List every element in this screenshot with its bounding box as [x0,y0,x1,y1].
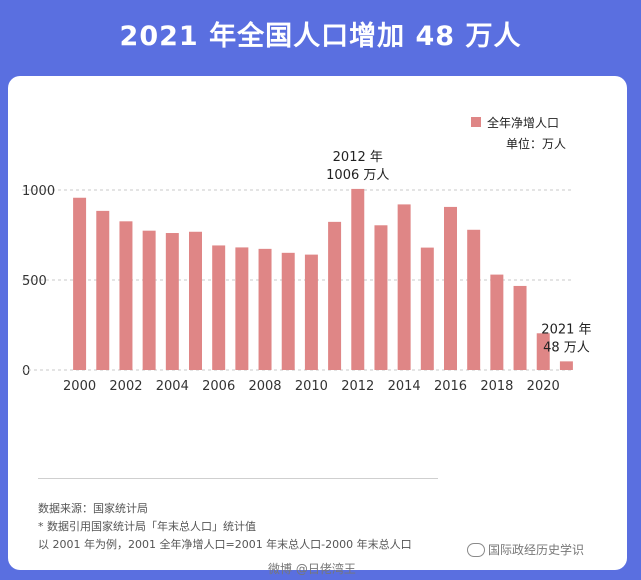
bar [467,229,481,370]
page-title: 2021 年全国人口增加 48 万人 [119,21,522,52]
bar [559,361,573,370]
data-annotation: 1006 万人 [326,168,389,183]
legend-swatch [471,117,481,127]
bar [235,247,249,370]
bar [490,274,504,370]
bar [165,233,179,370]
bar [397,204,411,370]
y-tick-label: 0 [22,364,30,379]
data-annotation: 48 万人 [543,340,590,355]
note-text-2: 以 2001 年为例，2001 全年净增人口=2001 年末总人口-2000 年… [38,538,412,551]
x-tick-label: 2000 [63,379,96,394]
bar [351,188,365,370]
x-tick-label: 2016 [434,379,467,394]
bar [73,197,87,370]
y-tick-label: 500 [22,274,47,289]
x-tick-label: 2010 [295,379,328,394]
bar [420,247,434,370]
bar [119,221,133,370]
x-tick-label: 2008 [248,379,281,394]
source-text: 数据来源：国家统计局 [38,502,148,515]
bar [142,230,156,370]
x-tick-label: 2012 [341,379,374,394]
x-tick-label: 2002 [109,379,142,394]
bar-chart: 0 500 1000 2000 2002 2004 2006 2008 2010 2012 2014… [22,115,592,394]
x-tick-label: 2004 [156,379,189,394]
bar [189,231,202,370]
bar [212,245,226,370]
x-tick-label: 2014 [388,379,421,394]
note-text-1: * 数据引用国家统计局「年末总人口」统计值 [38,520,256,533]
y-tick-label: 1000 [22,184,55,199]
x-tick-label: 2006 [202,379,235,394]
chart-card: 0 500 1000 2000 2002 2004 2006 2008 2010 2012 2014… [8,76,627,570]
bar [374,225,388,370]
bar [96,210,110,370]
data-annotation: 2012 年 [333,150,383,165]
wechat-icon [467,543,485,557]
bar [281,252,295,370]
bar [536,333,550,370]
bar [513,285,527,370]
data-annotation: 2021 年 [541,322,591,337]
unit-label: 单位：万人 [506,136,566,151]
footer-divider [38,478,438,479]
watermark-weibo: 微博 @日佬湾王 [268,562,356,576]
watermark-brand: 国际政经历史学识 [488,543,585,557]
bar [444,206,457,370]
legend-label: 全年净增人口 [487,115,559,130]
bar [328,221,342,370]
bar [258,248,272,370]
bar [304,254,318,370]
x-tick-label: 2018 [480,379,513,394]
x-tick-label: 2020 [527,379,560,394]
